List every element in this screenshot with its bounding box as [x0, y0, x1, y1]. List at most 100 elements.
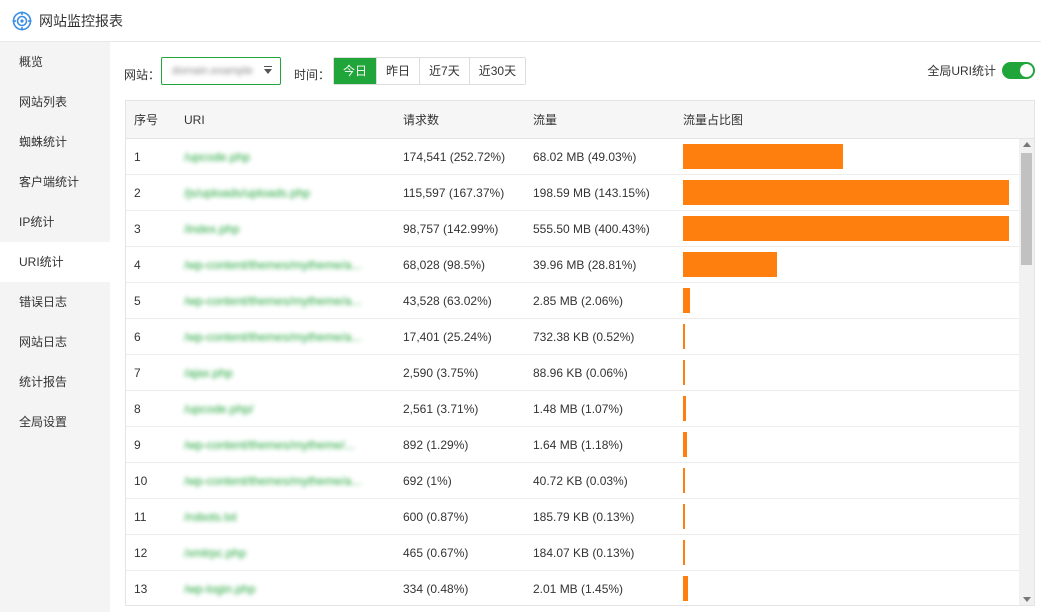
traffic-share-bar — [683, 180, 1009, 205]
row-uri-link[interactable]: /wp-content/themes/mytheme/a... — [184, 258, 362, 272]
col-uri-header: URI — [184, 113, 205, 127]
row-requests: 465 (0.67%) — [403, 546, 469, 560]
table-row: 5/wp-content/themes/mytheme/a... 43,528 (… — [126, 283, 1019, 319]
table-row: 7/ajax.php 2,590 (3.75%) 88.96 KB (0.06%) — [126, 355, 1019, 391]
scroll-up-icon[interactable] — [1023, 142, 1031, 147]
row-traffic: 185.79 KB (0.13%) — [533, 510, 635, 524]
sidebar-item-report[interactable]: 统计报告 — [19, 375, 68, 389]
traffic-share-bar — [683, 432, 687, 457]
site-select[interactable]: domain.example — [161, 57, 281, 85]
traffic-share-bar — [683, 360, 685, 385]
sidebar: 概览 网站列表 蜘蛛统计 客户端统计 IP统计 URI统计 错误日志 网站日志 … — [0, 42, 110, 612]
row-traffic: 88.96 KB (0.06%) — [533, 366, 628, 380]
sidebar-item-global-settings[interactable]: 全局设置 — [19, 415, 68, 429]
time-range-selector: 今日 昨日 近7天 近30天 — [333, 57, 527, 85]
row-uri-link[interactable]: /wp-login.php — [184, 582, 256, 596]
scroll-down-icon[interactable] — [1023, 597, 1031, 602]
row-uri-link[interactable]: /wp-content/themes/mytheme/a... — [184, 294, 362, 308]
table-row: 8/upcode.php/2,561 (3.71%) 1.48 MB (1.07%… — [126, 391, 1019, 427]
traffic-share-bar — [683, 468, 685, 493]
row-index: 11 — [134, 510, 147, 524]
window-title: 网站监控报表 — [39, 12, 123, 29]
time-7days-button[interactable]: 近7天 — [420, 58, 470, 84]
row-traffic: 1.48 MB (1.07%) — [533, 402, 624, 416]
time-yesterday-button[interactable]: 昨日 — [377, 58, 421, 84]
row-uri-link[interactable]: /upcode.php — [184, 150, 251, 164]
row-uri-link[interactable]: /upcode.php/ — [184, 402, 254, 416]
time-today-button[interactable]: 今日 — [334, 58, 378, 84]
traffic-share-bar — [683, 252, 777, 277]
row-index: 4 — [134, 258, 141, 272]
table-row: 9/wp-content/themes/mytheme/... 892 (1.29… — [126, 427, 1019, 463]
row-uri-link[interactable]: /index.php — [184, 222, 240, 236]
global-uri-toggle-group: 全局URI统计 — [927, 62, 1035, 79]
row-traffic: 198.59 MB (143.15%) — [533, 186, 650, 200]
target-icon — [12, 11, 32, 30]
table-scrollbar[interactable] — [1019, 139, 1034, 605]
row-requests: 600 (0.87%) — [403, 510, 469, 524]
col-index-header: 序号 — [134, 113, 159, 127]
row-traffic: 1.64 MB (1.18%) — [533, 438, 624, 452]
traffic-share-bar — [683, 540, 685, 565]
time-label: 时间： — [294, 68, 331, 82]
sidebar-item-client-stats[interactable]: 客户端统计 — [19, 175, 80, 189]
sidebar-item-overview[interactable]: 概览 — [19, 55, 44, 69]
sidebar-item-uri-stats[interactable]: URI统计 — [0, 242, 110, 282]
table-row: 13/wp-login.php 334 (0.48%) 2.01 MB (1.45%… — [126, 571, 1019, 605]
row-uri-link[interactable]: /wp-content/themes/mytheme/a... — [184, 330, 362, 344]
row-uri-link[interactable]: /robots.txt — [184, 510, 237, 524]
row-traffic: 68.02 MB (49.03%) — [533, 150, 637, 164]
row-traffic: 184.07 KB (0.13%) — [533, 546, 635, 560]
global-uri-label: 全局URI统计 — [927, 64, 996, 78]
table-body: 1/upcode.php 174,541 (252.72%) 68.02 MB (4… — [126, 139, 1019, 605]
table-row: 6/wp-content/themes/mytheme/a... 17,401 (… — [126, 319, 1019, 355]
title-bar: 网站监控报表 — [0, 0, 1041, 42]
table-header: 序号 URI 请求数 流量 流量占比图 — [126, 101, 1034, 139]
row-requests: 2,561 (3.71%) — [403, 402, 479, 416]
row-uri-link[interactable]: /xmlrpc.php — [184, 546, 247, 560]
row-traffic: 39.96 MB (28.81%) — [533, 258, 637, 272]
scrollbar-thumb[interactable] — [1021, 153, 1032, 265]
sidebar-item-site-log[interactable]: 网站日志 — [19, 335, 68, 349]
row-requests: 115,597 (167.37%) — [403, 186, 505, 200]
traffic-share-bar — [683, 288, 690, 313]
row-uri-link[interactable]: /js/uploads/uploads.php — [184, 186, 311, 200]
row-uri-link[interactable]: /wp-content/themes/mytheme/a... — [184, 474, 362, 488]
row-traffic: 732.38 KB (0.52%) — [533, 330, 635, 344]
main-panel: 网站： domain.example 时间： 今日 昨日 近7天 近30天 全局… — [110, 42, 1041, 612]
row-requests: 98,757 (142.99%) — [403, 222, 499, 236]
row-traffic: 555.50 MB (400.43%) — [533, 222, 650, 236]
time-30days-button[interactable]: 近30天 — [469, 58, 526, 84]
traffic-share-bar — [683, 216, 1009, 241]
row-uri-link[interactable]: /ajax.php — [184, 366, 233, 380]
row-requests: 2,590 (3.75%) — [403, 366, 479, 380]
sidebar-item-error-log[interactable]: 错误日志 — [19, 295, 68, 309]
table-row: 1/upcode.php 174,541 (252.72%) 68.02 MB (4… — [126, 139, 1019, 175]
row-traffic: 2.01 MB (1.45%) — [533, 582, 624, 596]
row-uri-link[interactable]: /wp-content/themes/mytheme/... — [184, 438, 355, 452]
table-row: 12/xmlrpc.php 465 (0.67%) 184.07 KB (0.13%… — [126, 535, 1019, 571]
table-row: 2/js/uploads/uploads.php 115,597 (167.37%… — [126, 175, 1019, 211]
row-index: 1 — [134, 150, 141, 164]
sidebar-item-spider-stats[interactable]: 蜘蛛统计 — [19, 135, 68, 149]
dropdown-caret-icon — [264, 66, 272, 74]
row-index: 9 — [134, 438, 141, 452]
toggle-knob — [1020, 64, 1033, 77]
row-requests: 43,528 (63.02%) — [403, 294, 492, 308]
row-index: 5 — [134, 294, 141, 308]
row-index: 8 — [134, 402, 141, 416]
row-requests: 334 (0.48%) — [403, 582, 469, 596]
row-index: 3 — [134, 222, 141, 236]
row-index: 13 — [134, 582, 148, 596]
traffic-share-bar — [683, 144, 843, 169]
sidebar-item-ip-stats[interactable]: IP统计 — [19, 215, 55, 229]
col-requests-header: 请求数 — [403, 113, 440, 127]
row-traffic: 40.72 KB (0.03%) — [533, 474, 628, 488]
row-index: 12 — [134, 546, 148, 560]
sidebar-item-site-list[interactable]: 网站列表 — [19, 95, 68, 109]
global-uri-toggle[interactable] — [1002, 62, 1035, 79]
row-index: 7 — [134, 366, 141, 380]
row-index: 2 — [134, 186, 141, 200]
col-traffic-header: 流量 — [533, 113, 558, 127]
table-row: 4/wp-content/themes/mytheme/a... 68,028 (… — [126, 247, 1019, 283]
